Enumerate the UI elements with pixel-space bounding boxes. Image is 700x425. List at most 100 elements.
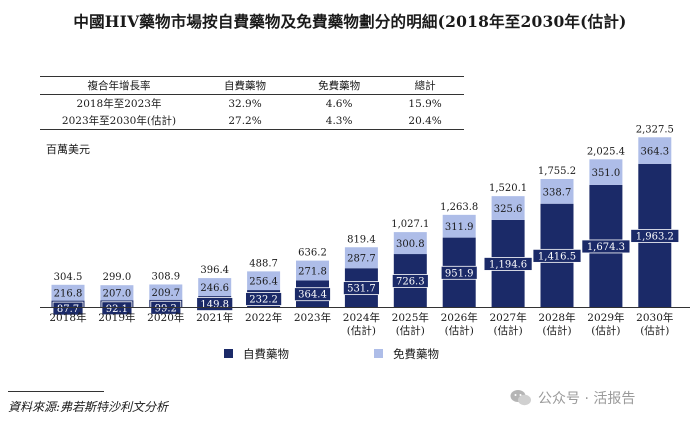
total-label: 636.2: [298, 248, 327, 259]
watermark-text: 公众号 · 活报告: [538, 391, 636, 407]
data-label-self-paid: 951.9: [445, 268, 474, 279]
x-tick-label: (估計): [493, 324, 522, 337]
cagr-header-self-paid: 自費藥物: [224, 80, 267, 92]
data-label-free: 300.8: [396, 239, 425, 250]
cagr-free: 4.6%: [325, 97, 353, 110]
x-tick-label: 2027年: [489, 311, 526, 324]
data-label-self-paid: 1,194.6: [489, 259, 527, 270]
data-label-bg: [245, 292, 283, 306]
cagr-table: 複合年增長率 自費藥物 免費藥物 總計 2018年至2023年 32.9% 4.…: [40, 76, 464, 130]
data-label-self-paid: 726.3: [396, 277, 425, 288]
data-label-bg: [630, 229, 680, 243]
legend-label: 免費藥物: [393, 347, 439, 361]
data-label-self-paid: 1,963.2: [636, 231, 674, 242]
data-label-self-paid: 99.2: [155, 303, 177, 314]
cagr-total: 20.4%: [408, 114, 442, 127]
x-tick-label: 2021年: [196, 311, 233, 324]
total-label: 1,755.2: [538, 166, 576, 177]
data-label-free: 351.0: [592, 168, 621, 179]
data-label-bg: [483, 257, 533, 271]
x-tick-label: (估計): [445, 324, 474, 337]
x-tick-label: (估計): [640, 324, 669, 337]
bar-free: [442, 214, 476, 238]
total-label: 1,027.1: [391, 219, 429, 230]
x-tick-label: 2022年: [245, 311, 282, 324]
cagr-self-paid: 27.2%: [228, 114, 262, 127]
total-label: 1,263.8: [440, 202, 478, 213]
chart-title: 中國HIV藥物市場按自費藥物及免費藥物劃分的明細(2018年至2030年(估計): [73, 12, 627, 31]
data-label-bg: [342, 281, 380, 296]
bar-free: [589, 159, 623, 185]
bar-free: [540, 179, 574, 204]
bar-free: [149, 284, 183, 300]
data-label-self-paid: 92.1: [106, 304, 128, 315]
data-label-free: 216.8: [54, 289, 83, 300]
data-label-self-paid: 87.7: [57, 304, 79, 315]
x-tick-label: 2024年: [343, 311, 380, 324]
bar-free: [638, 137, 672, 164]
bar-free: [393, 232, 427, 255]
data-label-free: 209.7: [151, 288, 180, 299]
total-label: 299.0: [103, 272, 132, 283]
data-label-free: 246.6: [200, 283, 229, 294]
data-label-bg: [440, 265, 478, 280]
data-label-self-paid: 531.7: [347, 284, 376, 295]
total-label: 1,520.1: [489, 183, 527, 194]
source-note: 資料來源:弗若斯特沙利文分析: [8, 400, 169, 414]
legend-swatch: [374, 349, 383, 358]
x-tick-label: (估計): [591, 324, 620, 337]
watermark: 公众号 · 活报告: [510, 388, 635, 408]
cagr-period: 2023年至2030年(估計): [61, 115, 177, 127]
x-tick-label: (估計): [396, 324, 425, 337]
total-label: 308.9: [151, 271, 180, 282]
table-row: 2018年至2023年 32.9% 4.6% 15.9%: [40, 95, 464, 113]
data-label-bg: [52, 301, 84, 316]
total-label: 2,025.4: [587, 146, 625, 157]
cagr-self-paid: 32.9%: [228, 97, 262, 110]
bar-free: [51, 284, 85, 301]
cagr-header-free: 免費藥物: [318, 80, 361, 92]
data-label-free: 207.0: [103, 289, 132, 300]
data-label-self-paid: 1,416.5: [538, 251, 576, 262]
bar-free: [296, 260, 329, 281]
cagr-total: 15.9%: [408, 97, 442, 110]
wechat-icon: [510, 390, 531, 406]
data-label-self-paid: 364.4: [298, 290, 327, 301]
data-label-self-paid: 149.8: [200, 300, 229, 311]
cagr-header-period: 複合年增長率: [87, 80, 151, 92]
data-label-self-paid: 1,674.3: [587, 242, 625, 253]
x-tick-label: 2030年: [636, 311, 673, 324]
data-label-free: 364.3: [640, 147, 669, 158]
legend-label: 自費藥物: [243, 347, 289, 361]
data-label-bg: [581, 239, 631, 254]
x-tick-label: 2025年: [392, 311, 429, 324]
legend-swatch: [224, 349, 233, 358]
table-row: 2023年至2030年(估計) 27.2% 4.3% 20.4%: [40, 112, 464, 130]
data-label-free: 287.7: [347, 254, 376, 265]
data-label-bg: [532, 248, 582, 263]
cagr-free: 4.3%: [325, 114, 353, 127]
data-label-bg: [101, 301, 133, 316]
y-unit-label: 百萬美元: [46, 143, 90, 156]
total-label: 488.7: [249, 258, 278, 269]
bar-free: [100, 285, 134, 301]
total-label: 396.4: [200, 265, 229, 276]
x-tick-label: 2023年: [294, 311, 331, 324]
data-label-free: 256.4: [249, 277, 278, 288]
data-label-bg: [294, 287, 331, 302]
bar-free: [198, 278, 232, 297]
total-label: 304.5: [54, 272, 83, 283]
total-label: 819.4: [347, 234, 376, 245]
x-tick-label: 2020年: [147, 311, 184, 324]
x-tick-label: 2018年: [49, 311, 86, 324]
x-tick-label: (估計): [347, 324, 376, 337]
data-label-free: 325.6: [494, 204, 523, 215]
data-label-self-paid: 232.2: [249, 295, 278, 306]
source-divider: [8, 391, 104, 392]
total-label: 2,327.5: [636, 124, 674, 135]
x-tick-label: 2026年: [441, 311, 478, 324]
data-label-free: 338.7: [543, 187, 572, 198]
x-tick-label: 2019年: [98, 311, 135, 324]
cagr-header-row: 複合年增長率 自費藥物 免費藥物 總計: [40, 76, 464, 95]
